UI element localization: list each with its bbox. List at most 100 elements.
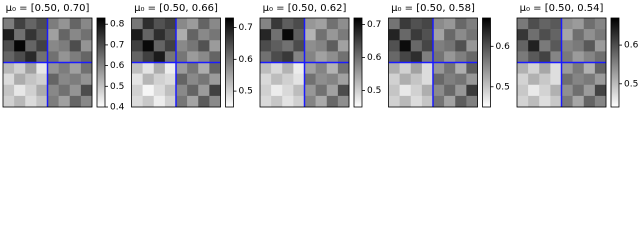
heatmap-cell [326, 62, 339, 74]
heatmap-cell [58, 84, 71, 97]
heatmap-cell [539, 73, 551, 86]
heatmap-cell [80, 18, 93, 30]
heatmap-cell [572, 73, 585, 86]
heatmap-cell [187, 29, 199, 41]
heatmap-cell [271, 84, 283, 97]
heatmap-cell [421, 73, 434, 86]
heatmap-cell [271, 40, 283, 52]
heatmap-cell [517, 18, 529, 30]
heatmap-cell [326, 18, 339, 30]
heatmap-cell [198, 40, 210, 52]
heatmap-cell [271, 29, 283, 41]
heatmap-cell [337, 18, 350, 30]
heatmap-cell [583, 95, 596, 108]
heatmap-cell [528, 18, 540, 30]
heatmap-cell [528, 84, 540, 97]
heatmap-cell [47, 62, 59, 74]
heatmap-cell [410, 73, 423, 86]
heatmap-cell [187, 62, 199, 74]
heatmap-cell [572, 62, 585, 74]
heatmap-cell [187, 95, 199, 108]
heatmap-cell [260, 62, 272, 74]
heatmap-cell [444, 51, 456, 63]
heatmap-cell [131, 18, 143, 30]
heatmap-cell [131, 40, 143, 52]
heatmap-cell [304, 84, 316, 97]
heatmap-cell [399, 29, 412, 41]
heatmap-cell [271, 95, 283, 108]
colorbar-tick-label: 0.5 [624, 79, 638, 89]
heatmap-cell [517, 40, 529, 52]
colorbar-tick-label: 0.6 [367, 53, 382, 63]
heatmap-cell [198, 51, 210, 63]
heatmap-cell [260, 84, 272, 97]
heatmap-cell [36, 62, 48, 74]
heatmap-cell [594, 73, 607, 86]
heatmap-cell [466, 51, 478, 63]
heatmap-cell [187, 51, 199, 63]
heatmap-cell [561, 62, 573, 74]
heatmap-cell [561, 51, 573, 63]
heatmap-cell [80, 29, 93, 41]
heatmap-cell [444, 73, 456, 86]
heatmap-cell [25, 29, 37, 41]
heatmap-cell [69, 95, 82, 108]
heatmap-cell [14, 62, 26, 74]
heatmap-cell [466, 62, 478, 74]
heatmap-cell [550, 62, 562, 74]
heatmap-cell [131, 62, 143, 74]
heatmap-cell [550, 51, 562, 63]
heatmap-cell [14, 51, 26, 63]
heatmap-cell [36, 73, 48, 86]
heatmap-cell [260, 18, 272, 30]
heatmap-cell [282, 62, 294, 74]
heatmap-cell [315, 73, 328, 86]
heatmap-cell [80, 84, 93, 97]
heatmap-cell [539, 29, 551, 41]
heatmap-cell [517, 51, 529, 63]
heatmap-cell [421, 40, 434, 52]
heatmap-cell [69, 84, 82, 97]
heatmap-cell [164, 51, 177, 63]
heatmap-cell [528, 95, 540, 108]
heatmap-cell [293, 18, 305, 30]
heatmap-cell [142, 62, 155, 74]
colorbar [353, 17, 363, 108]
heatmap-cell [410, 84, 423, 97]
heatmap-cell [25, 95, 37, 108]
heatmap-cell [315, 40, 328, 52]
heatmap-cell [583, 18, 596, 30]
heatmap-cell [304, 51, 316, 63]
heatmap-cell [47, 29, 59, 41]
heatmap-cell [187, 40, 199, 52]
heatmap-cell [410, 40, 423, 52]
heatmap-cell [388, 29, 400, 41]
heatmap-cell [539, 18, 551, 30]
chart-title: μ₀ = [0.50, 0.58] [391, 3, 475, 14]
colorbar-tick-label: 0.5 [496, 82, 510, 92]
heatmap-cell [528, 51, 540, 63]
heatmap-cell [594, 62, 607, 74]
heatmap-cell [69, 29, 82, 41]
heatmap-cell [550, 95, 562, 108]
heatmap-cell [282, 18, 294, 30]
colorbar-tick-label: 0.7 [110, 40, 124, 50]
heatmap-cell [561, 18, 573, 30]
colorbar [225, 17, 234, 108]
heatmap-cell [282, 40, 294, 52]
heatmap-cell [388, 18, 400, 30]
heatmap-cell [304, 73, 316, 86]
heatmap-cell [14, 95, 26, 108]
colorbar-tick-label: 0.5 [110, 82, 124, 92]
heatmap-cell [69, 18, 82, 30]
heatmap-cell [47, 84, 59, 97]
heatmap-cell [47, 40, 59, 52]
heatmap-cell [14, 73, 26, 86]
heatmap-cell [80, 62, 93, 74]
heatmap-cell [528, 40, 540, 52]
heatmap-cell [142, 51, 155, 63]
heatmap-cell [517, 73, 529, 86]
heatmap-cell [209, 40, 221, 52]
heatmap-cell [14, 84, 26, 97]
heatmap-cell [410, 62, 423, 74]
